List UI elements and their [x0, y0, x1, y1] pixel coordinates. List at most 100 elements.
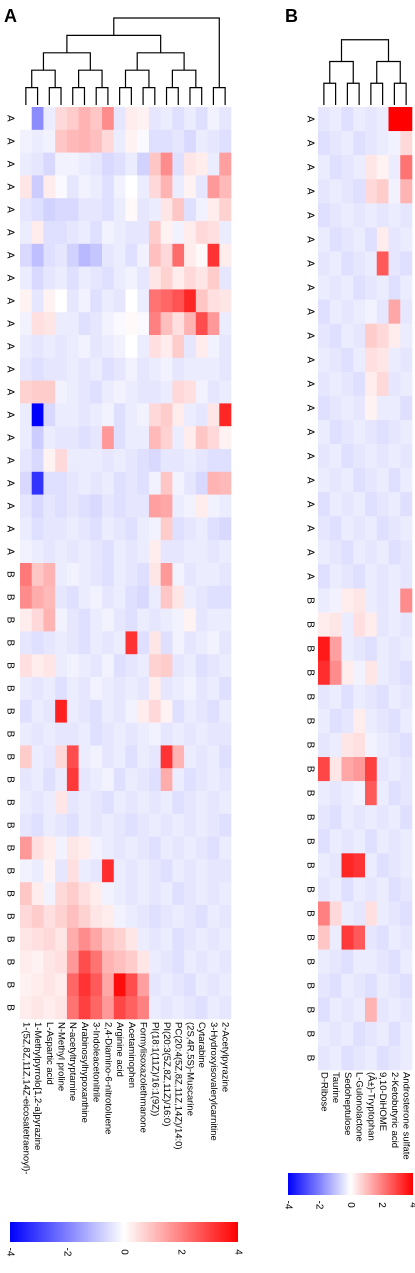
heatmap-cell [43, 631, 56, 655]
heatmap-cell [365, 1021, 378, 1047]
heatmap-cell [318, 949, 331, 975]
heatmap-cell [341, 949, 354, 975]
heatmap-cell [160, 335, 173, 359]
heatmap-cell [90, 699, 103, 723]
heatmap-cell [78, 631, 91, 655]
heatmap-cell [365, 660, 378, 686]
heatmap-cell [207, 243, 220, 267]
heatmap-cell [172, 198, 185, 222]
heatmap-cell [318, 227, 331, 252]
heatmap-cell [31, 175, 44, 199]
heatmap-cell [125, 335, 138, 359]
column-label: 2,4-Diamino-6-nitrotoluene [102, 1022, 113, 1134]
heatmap-cell [341, 107, 354, 132]
row-label: B [304, 958, 315, 965]
heatmap-cell [90, 266, 103, 290]
column-label: Arginine acid [114, 1022, 125, 1077]
heatmap-cell [43, 289, 56, 313]
heatmap-cell [195, 152, 208, 176]
row-label: A [4, 115, 15, 122]
row-label: A [304, 356, 315, 363]
row-label: A [304, 332, 315, 339]
heatmap-cell [341, 1045, 354, 1071]
row-label: A [4, 206, 15, 213]
dendrogram-branch [66, 34, 162, 53]
heatmap-cell [160, 266, 173, 290]
dendrogram-branch [212, 87, 226, 105]
heatmap-cell [20, 768, 33, 792]
heatmap-cell [376, 203, 389, 228]
heatmap-cell [160, 107, 173, 131]
heatmap-cell [341, 492, 354, 517]
heatmap-cell [55, 745, 68, 769]
heatmap-cell [376, 636, 389, 662]
heatmap-cell [318, 419, 331, 445]
heatmap-cell [207, 905, 220, 929]
row-label: A [4, 138, 15, 145]
heatmap-cell [318, 275, 331, 300]
heatmap-cell [172, 266, 185, 290]
colorbar [288, 1173, 413, 1195]
row-label: B [4, 936, 15, 943]
heatmap-cell [43, 859, 56, 883]
row-label: B [4, 685, 15, 692]
heatmap-cell [66, 859, 79, 883]
heatmap-cell [90, 129, 103, 153]
heatmap-cell [90, 243, 103, 267]
heatmap-cell [195, 107, 208, 131]
row-label: A [4, 229, 15, 236]
heatmap-cell [113, 745, 126, 769]
heatmap-cell [148, 631, 161, 655]
heatmap-cell [31, 745, 44, 769]
heatmap-cell [55, 882, 68, 906]
heatmap-cell [148, 791, 161, 815]
heatmap-cell [148, 882, 161, 906]
heatmap-cell [329, 468, 342, 493]
dendrogram-branch [340, 39, 390, 62]
heatmap-cell [78, 905, 91, 929]
heatmap-cell [137, 198, 150, 222]
heatmap-cell [365, 1045, 378, 1071]
heatmap-cell [184, 540, 197, 564]
row-label: B [4, 1004, 15, 1011]
heatmap-cell [365, 347, 378, 373]
column-label: (Â±)-Tryptophan [365, 1072, 376, 1141]
heatmap-cell [184, 312, 197, 336]
heatmap-cell [400, 323, 413, 349]
row-label: B [4, 731, 15, 738]
heatmap-cell [207, 175, 220, 199]
heatmap-cell [207, 768, 220, 792]
heatmap-cell [113, 540, 126, 564]
heatmap-cell [125, 585, 138, 609]
heatmap-cell [341, 853, 354, 878]
heatmap-cell [113, 813, 126, 837]
heatmap-cell [219, 107, 232, 131]
heatmap-cell [219, 973, 232, 997]
heatmap-cell [78, 494, 91, 518]
heatmap-cell [329, 805, 342, 830]
row-label: B [4, 959, 15, 966]
heatmap-cell [113, 426, 126, 450]
heatmap-cell [195, 426, 208, 450]
heatmap-cell [90, 357, 103, 381]
heatmap-cell [207, 426, 220, 450]
heatmap-cell [78, 107, 91, 131]
heatmap-cell [31, 927, 44, 951]
heatmap-cell [353, 612, 366, 637]
heatmap-cell [102, 745, 115, 769]
row-label: B [304, 669, 315, 676]
heatmap-cell [125, 722, 138, 746]
row-label: B [4, 708, 15, 715]
heatmap-cell [113, 996, 126, 1020]
heatmap-cell [66, 289, 79, 313]
heatmap-cell [195, 585, 208, 609]
heatmap-cell [207, 312, 220, 336]
heatmap-cell [31, 357, 44, 381]
heatmap-cell [353, 708, 366, 734]
heatmap-cell [137, 654, 150, 678]
heatmap-cell [400, 131, 413, 156]
heatmap-cell [31, 654, 44, 678]
heatmap-cell [160, 722, 173, 746]
heatmap-cell [66, 266, 79, 290]
heatmap-cell [365, 973, 378, 999]
